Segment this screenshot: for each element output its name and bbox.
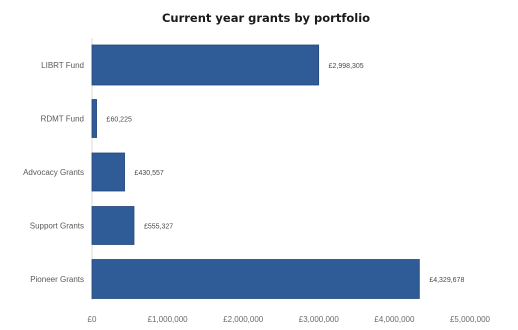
bars-group: [91, 44, 420, 299]
bar-0: [91, 44, 320, 86]
x-tick-label: £1,000,000: [148, 315, 189, 324]
x-tick-label: £0: [88, 315, 97, 324]
data-label: £430,557: [135, 170, 164, 177]
data-label: £60,225: [107, 117, 132, 124]
category-label: Pioneer Grants: [30, 275, 84, 284]
x-tick-label: £3,000,000: [299, 315, 340, 324]
data-labels: £2,998,305 £60,225 £430,557 £555,327 £4,329,…: [107, 63, 465, 284]
category-labels: LIBRT Fund RDMT Fund Advocacy Grants Suppor…: [23, 61, 84, 284]
data-label: £2,998,305: [329, 63, 364, 70]
x-axis-ticks: £0 £1,000,000 £2,000,000 £3,000,000 £4,000,0…: [88, 315, 491, 324]
x-tick-label: £5,000,000: [450, 315, 491, 324]
data-label: £4,329,678: [429, 277, 464, 284]
category-label: LIBRT Fund: [41, 61, 84, 70]
category-label: Support Grants: [30, 222, 84, 231]
bar-3: [91, 206, 135, 245]
chart-title: Current year grants by portfolio: [162, 11, 370, 25]
bar-4: [91, 259, 420, 299]
bar-2: [91, 152, 125, 192]
bar-1: [91, 99, 97, 138]
category-label: Advocacy Grants: [23, 168, 84, 177]
category-label: RDMT Fund: [41, 115, 84, 124]
x-tick-label: £4,000,000: [374, 315, 415, 324]
x-tick-label: £2,000,000: [223, 315, 264, 324]
data-label: £555,327: [144, 224, 173, 231]
